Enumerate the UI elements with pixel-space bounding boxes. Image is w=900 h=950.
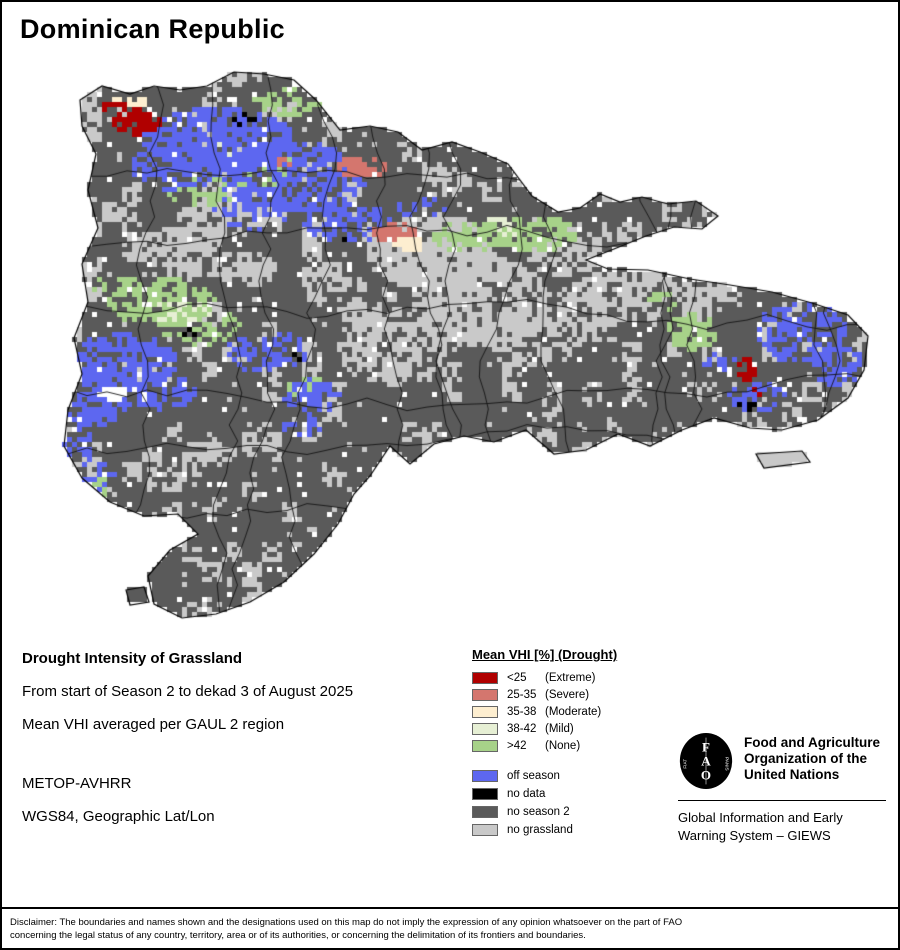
org-name-line: Food and Agriculture (744, 735, 880, 750)
legend-drought-classes: <25 (Extreme) 25-35 (Severe) 35-38 (Mode… (472, 669, 617, 754)
giews-name: Global Information and Early Warning Syst… (678, 809, 886, 845)
legend-class-label: (Severe) (545, 688, 590, 701)
legend-class-row: 35-38 (Moderate) (472, 703, 617, 720)
fao-logo-icon: F A O FIAT PANIS (679, 733, 733, 789)
giews-name-line: Global Information and Early (678, 810, 843, 825)
fao-block: F A O FIAT PANIS Food and Agriculture Org… (678, 732, 886, 845)
legend-class-value: 38-42 (507, 722, 537, 735)
legend-class-label: (Moderate) (545, 705, 602, 718)
product-period: From start of Season 2 to dekad 3 of Aug… (22, 683, 354, 700)
legend-other-row: off season (472, 767, 617, 785)
legend-other-label: no data (507, 788, 546, 800)
legend-other-classes: off season no data no season 2 no grassl… (472, 767, 617, 839)
drought-map-canvas (2, 2, 898, 642)
legend-swatch (472, 770, 498, 782)
legend-other-label: no season 2 (507, 806, 570, 818)
giews-name-line: Warning System – GIEWS (678, 828, 831, 843)
legend-swatch (472, 788, 498, 800)
legend-class-value: 25-35 (507, 688, 537, 701)
info-spacer (22, 749, 353, 775)
org-name-line: United Nations (744, 767, 840, 782)
legend-class-row: >42 (None) (472, 737, 617, 754)
legend-class-row: <25 (Extreme) (472, 669, 617, 686)
legend-other-label: no grassland (507, 824, 573, 836)
sensor-name: METOP-AVHRR (22, 775, 132, 792)
disclaimer-line: Disclaimer: The boundaries and names sho… (10, 917, 683, 928)
product-heading: Drought Intensity of Grassland (22, 650, 243, 667)
legend-swatch (472, 722, 498, 735)
legend-swatch (472, 688, 498, 701)
legend-class-value: 35-38 (507, 705, 537, 718)
org-name-line: Organization of the (744, 751, 867, 766)
legend-other-label: off season (507, 770, 560, 782)
fao-top-row: F A O FIAT PANIS Food and Agriculture Org… (678, 732, 886, 790)
fao-motto-right: PANIS (725, 757, 730, 771)
legend-swatch (472, 824, 498, 836)
legend-swatch (472, 806, 498, 818)
legend-class-label: (Extreme) (545, 671, 596, 684)
legend-other-row: no season 2 (472, 803, 617, 821)
legend-class-value: <25 (507, 671, 527, 684)
fao-logo-letter: A (701, 754, 711, 769)
legend-class-label: (Mild) (545, 722, 574, 735)
legend-class-row: 25-35 (Severe) (472, 686, 617, 703)
legend-class-label: (None) (545, 739, 581, 752)
disclaimer: Disclaimer: The boundaries and names sho… (2, 907, 898, 948)
fao-motto-left: FIAT (682, 759, 687, 769)
page-title: Dominican Republic (20, 14, 285, 44)
product-info-block: Drought Intensity of Grassland From star… (22, 650, 353, 841)
legend-swatch (472, 671, 498, 684)
disclaimer-line: concerning the legal status of any count… (10, 930, 586, 941)
legend-swatch (472, 705, 498, 718)
legend-other-row: no grassland (472, 821, 617, 839)
fao-divider (678, 800, 886, 801)
legend-other-row: no data (472, 785, 617, 803)
legend-title: Mean VHI [%] (Drought) (472, 647, 618, 662)
product-method: Mean VHI averaged per GAUL 2 region (22, 716, 285, 733)
projection-name: WGS84, Geographic Lat/Lon (22, 808, 215, 825)
legend: Mean VHI [%] (Drought) <25 (Extreme) 25-… (472, 647, 617, 839)
legend-class-row: 38-42 (Mild) (472, 720, 617, 737)
org-name: Food and Agriculture Organization of the U… (744, 732, 880, 783)
legend-swatch (472, 739, 498, 752)
legend-class-value: >42 (507, 739, 527, 752)
